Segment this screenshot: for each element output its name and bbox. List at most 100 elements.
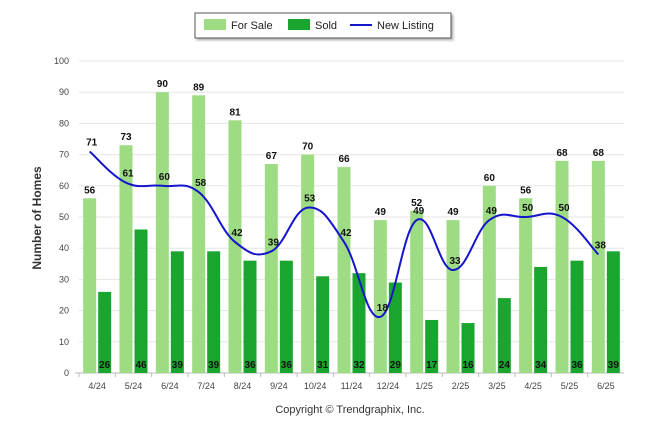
label-for-sale-13: 68 — [556, 148, 568, 159]
label-sold-6: 31 — [317, 360, 329, 371]
label-sold-1: 46 — [135, 360, 147, 371]
bar-sold-7 — [352, 273, 366, 373]
bar-for-sale-9 — [410, 210, 424, 373]
bar-sold-13 — [570, 260, 584, 373]
bar-for-sale-1 — [119, 145, 133, 373]
bar-sold-6 — [316, 276, 330, 373]
label-new-listing-5: 39 — [268, 237, 280, 248]
label-sold-3: 39 — [208, 360, 220, 371]
label-new-listing-11: 49 — [486, 206, 498, 217]
label-for-sale-2: 90 — [157, 79, 169, 90]
y-tick-label-80: 80 — [59, 118, 69, 128]
bar-for-sale-11 — [482, 185, 496, 373]
y-tick-label-90: 90 — [59, 87, 69, 97]
label-for-sale-14: 68 — [593, 148, 605, 159]
bar-sold-14 — [606, 251, 620, 373]
label-for-sale-12: 56 — [520, 185, 532, 196]
bar-for-sale-7 — [337, 167, 351, 373]
x-tick-label-5-25: 5/25 — [561, 381, 579, 391]
label-sold-9: 17 — [426, 360, 438, 371]
data-labels: 56 26 73 46 90 39 89 39 81 36 67 36 70 31 66 32 49 29 52 17… — [84, 79, 619, 371]
label-sold-10: 16 — [462, 360, 474, 371]
label-for-sale-5: 67 — [266, 151, 278, 162]
label-for-sale-8: 49 — [375, 207, 387, 218]
label-sold-12: 34 — [535, 360, 547, 371]
label-sold-5: 36 — [281, 360, 293, 371]
y-tick-label-70: 70 — [59, 150, 69, 160]
x-tick-label-4-24: 4/24 — [88, 381, 106, 391]
label-for-sale-6: 70 — [302, 142, 314, 153]
label-for-sale-1: 73 — [120, 132, 132, 143]
label-new-listing-12: 50 — [522, 203, 534, 214]
legend-swatch-sold — [288, 19, 310, 30]
bar-sold-12 — [534, 266, 548, 373]
bar-for-sale-10 — [446, 220, 460, 373]
label-new-listing-10: 33 — [449, 256, 461, 267]
label-sold-7: 32 — [353, 360, 365, 371]
y-tick-label-100: 100 — [54, 56, 69, 66]
label-for-sale-11: 60 — [484, 173, 496, 184]
x-tick-label-4-25: 4/25 — [524, 381, 542, 391]
bar-for-sale-0 — [83, 198, 97, 373]
bar-sold-5 — [279, 260, 293, 373]
label-sold-8: 29 — [390, 360, 402, 371]
x-tick-label-7-24: 7/24 — [197, 381, 215, 391]
y-tick-label-50: 50 — [59, 212, 69, 222]
bar-for-sale-4 — [228, 120, 242, 373]
bar-for-sale-12 — [519, 198, 533, 373]
bar-sold-0 — [98, 291, 112, 373]
bar-sold-10 — [461, 323, 475, 373]
bar-for-sale-6 — [301, 154, 315, 373]
y-tick-label-40: 40 — [59, 243, 69, 253]
label-new-listing-3: 58 — [195, 178, 207, 189]
bar-sold-1 — [134, 229, 148, 373]
legend-label-sold: Sold — [315, 20, 337, 32]
label-for-sale-9: 52 — [411, 198, 423, 209]
bar-sold-2 — [170, 251, 184, 373]
label-new-listing-13: 50 — [558, 203, 570, 214]
bar-for-sale-13 — [555, 160, 569, 373]
label-sold-13: 36 — [571, 360, 583, 371]
bar-for-sale-3 — [192, 95, 206, 373]
y-axis-title: Number of Homes — [30, 166, 44, 270]
bar-for-sale-5 — [264, 163, 278, 373]
line-path-new-listing — [89, 150, 600, 318]
label-sold-4: 36 — [244, 360, 256, 371]
label-sold-2: 39 — [172, 360, 184, 371]
bar-for-sale-2 — [155, 92, 169, 373]
x-tick-label-5-24: 5/24 — [125, 381, 143, 391]
x-tick-label-8-24: 8/24 — [234, 381, 252, 391]
label-for-sale-4: 81 — [229, 107, 241, 118]
label-new-listing-4: 42 — [231, 228, 243, 239]
label-new-listing-7: 42 — [340, 228, 352, 239]
label-new-listing-0: 71 — [86, 137, 98, 148]
bar-for-sale-14 — [591, 160, 605, 373]
y-tick-label-30: 30 — [59, 274, 69, 284]
y-tick-label-20: 20 — [59, 306, 69, 316]
legend-label-new-listing: New Listing — [377, 20, 434, 32]
bar-sold-3 — [207, 251, 221, 373]
bars — [83, 92, 620, 373]
legend: For Sale Sold New Listing — [194, 12, 452, 39]
bar-sold-11 — [497, 298, 511, 373]
label-new-listing-9: 49 — [413, 206, 425, 217]
label-for-sale-3: 89 — [193, 82, 205, 93]
bar-sold-8 — [388, 282, 402, 373]
bar-sold-9 — [425, 319, 439, 373]
bar-sold-4 — [243, 260, 257, 373]
label-sold-11: 24 — [499, 360, 511, 371]
x-tick-label-12-24: 12/24 — [377, 381, 400, 391]
label-for-sale-0: 56 — [84, 185, 96, 196]
x-tick-label-1-25: 1/25 — [415, 381, 433, 391]
x-tick-label-6-24: 6/24 — [161, 381, 179, 391]
label-new-listing-1: 61 — [122, 169, 134, 180]
x-tick-label-11-24: 11/24 — [341, 381, 363, 391]
new-listing-line — [89, 150, 600, 318]
bar-for-sale-8 — [373, 220, 387, 373]
label-sold-14: 39 — [608, 360, 620, 371]
label-new-listing-6: 53 — [304, 194, 316, 205]
label-for-sale-7: 66 — [338, 154, 350, 165]
legend-box — [194, 12, 452, 39]
